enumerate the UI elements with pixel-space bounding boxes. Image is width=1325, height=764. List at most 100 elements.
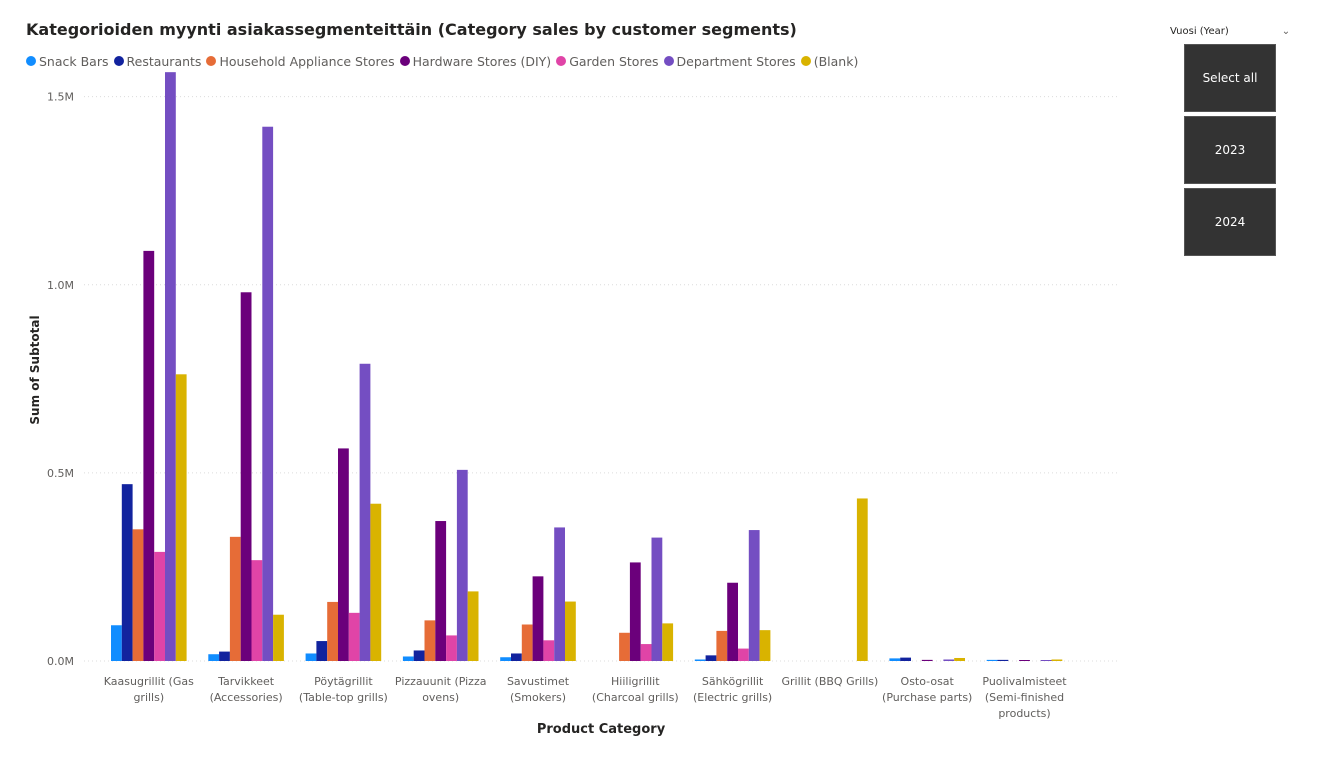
slicer-year-2024-button[interactable]: 2024 bbox=[1184, 188, 1276, 256]
y-tick-label: 1.5M bbox=[47, 91, 74, 104]
bar bbox=[316, 641, 328, 661]
bar bbox=[348, 612, 360, 661]
bar bbox=[619, 632, 630, 661]
y-axis-title: Sum of Subtotal bbox=[28, 315, 42, 424]
bar bbox=[943, 659, 955, 661]
bar bbox=[856, 498, 868, 661]
legend-marker bbox=[206, 56, 217, 66]
bar bbox=[511, 653, 522, 661]
chart-plot: 0.0M 0.5M 1.0M 1.5M Sum of Subtotal Product C… bbox=[28, 72, 1118, 737]
legend-marker bbox=[663, 56, 674, 66]
x-tick-label: Pizzauunit (Pizza ovens) bbox=[395, 675, 487, 704]
bar bbox=[1051, 659, 1063, 661]
bar bbox=[435, 521, 447, 661]
legend-marker bbox=[800, 56, 811, 66]
x-axis-title: Product Category bbox=[537, 722, 666, 737]
slicer-header[interactable]: Vuosi (Year) ⌄ bbox=[1170, 22, 1292, 40]
bar bbox=[640, 644, 652, 661]
legend-marker bbox=[556, 56, 567, 66]
bar bbox=[413, 650, 425, 661]
bar bbox=[738, 648, 749, 661]
bar bbox=[629, 562, 641, 661]
bar bbox=[262, 126, 274, 662]
bar bbox=[240, 292, 252, 661]
bar bbox=[662, 623, 674, 661]
bar bbox=[327, 601, 338, 661]
legend-label: Garden Stores bbox=[569, 53, 659, 69]
legend-label: Snack Bars bbox=[39, 53, 109, 69]
x-tick-label: Grillit (BBQ Grills) bbox=[781, 675, 878, 688]
y-tick-label: 0.0M bbox=[47, 655, 74, 668]
legend-marker bbox=[399, 56, 410, 66]
bar bbox=[111, 625, 122, 661]
slicer-title: Vuosi (Year) bbox=[1170, 25, 1229, 37]
bar bbox=[143, 250, 155, 661]
bar bbox=[208, 654, 220, 661]
bar bbox=[727, 582, 738, 661]
bar bbox=[694, 659, 706, 661]
legend-item-household-appliance-stores[interactable]: Household Appliance Stores bbox=[206, 53, 395, 69]
legend-item-restaurants[interactable]: Restaurants bbox=[113, 54, 201, 69]
bar bbox=[997, 659, 1009, 661]
bar bbox=[402, 656, 414, 661]
bar bbox=[921, 659, 933, 661]
bar bbox=[467, 591, 479, 661]
bar bbox=[154, 551, 165, 661]
legend-marker bbox=[26, 56, 36, 66]
bar bbox=[456, 469, 468, 661]
bar bbox=[748, 530, 760, 661]
bar bbox=[986, 659, 998, 661]
slicer-select-all-button[interactable]: Select all bbox=[1184, 44, 1276, 112]
bar bbox=[165, 72, 176, 661]
bar bbox=[446, 635, 457, 661]
legend-item-blank[interactable]: (Blank) bbox=[800, 53, 859, 69]
legend-label: (Blank) bbox=[813, 53, 859, 69]
legend-item-hardware-stores[interactable]: Hardware Stores (DIY) bbox=[399, 53, 552, 69]
bar bbox=[543, 640, 555, 661]
bar bbox=[175, 374, 187, 661]
legend-label: Household Appliance Stores bbox=[219, 53, 395, 69]
x-tick-label: Hiiligrillit (Charcoal grills) bbox=[592, 675, 679, 704]
bar bbox=[251, 560, 263, 661]
bar bbox=[424, 620, 436, 661]
x-tick-label: Osto-osat (Purchase parts) bbox=[882, 675, 972, 704]
bar bbox=[121, 484, 133, 661]
legend-item-snack-bars[interactable]: Snack Bars bbox=[26, 54, 109, 69]
bar bbox=[370, 503, 382, 661]
chart-legend: Snack Bars Restaurants Household Applian… bbox=[26, 52, 858, 70]
bar bbox=[229, 536, 241, 661]
legend-label: Department Stores bbox=[676, 53, 796, 69]
legend-item-department-stores[interactable]: Department Stores bbox=[663, 53, 796, 69]
bar bbox=[273, 614, 284, 661]
bar bbox=[532, 576, 544, 661]
x-tick-label: Sähkögrillit (Electric grills) bbox=[693, 675, 772, 704]
bar bbox=[651, 537, 663, 661]
bar bbox=[716, 630, 728, 661]
year-slicer: Vuosi (Year) ⌄ Select all 2023 2024 bbox=[1170, 22, 1292, 256]
bar bbox=[565, 601, 576, 661]
bar bbox=[554, 527, 565, 661]
y-tick-label: 0.5M bbox=[47, 467, 74, 480]
y-tick-label: 1.0M bbox=[47, 279, 74, 292]
legend-marker bbox=[113, 56, 124, 66]
x-tick-label: Savustimet (Smokers) bbox=[507, 675, 570, 704]
bar bbox=[1040, 660, 1052, 661]
slicer-year-2023-button[interactable]: 2023 bbox=[1184, 116, 1276, 184]
bar bbox=[521, 624, 533, 661]
bar bbox=[1019, 660, 1030, 661]
bar bbox=[954, 657, 965, 661]
bar bbox=[500, 657, 511, 661]
x-tick-label: Kaasugrillit (Gas grills) bbox=[104, 675, 194, 704]
x-tick-label: Pöytägrillit (Table-top grills) bbox=[299, 675, 388, 704]
x-tick-label: Tarvikkeet (Accessories) bbox=[210, 675, 283, 704]
bar bbox=[889, 658, 901, 661]
bar bbox=[705, 655, 717, 661]
bar bbox=[338, 448, 349, 661]
legend-item-garden-stores[interactable]: Garden Stores bbox=[556, 53, 659, 69]
chart-title: Kategorioiden myynti asiakassegmenteittä… bbox=[26, 20, 797, 39]
bar bbox=[305, 653, 317, 661]
bar bbox=[900, 657, 911, 661]
legend-label: Hardware Stores (DIY) bbox=[412, 53, 552, 69]
x-tick-label: Puolivalmisteet (Semi-finished products) bbox=[982, 675, 1067, 720]
chevron-down-icon[interactable]: ⌄ bbox=[1281, 25, 1291, 37]
